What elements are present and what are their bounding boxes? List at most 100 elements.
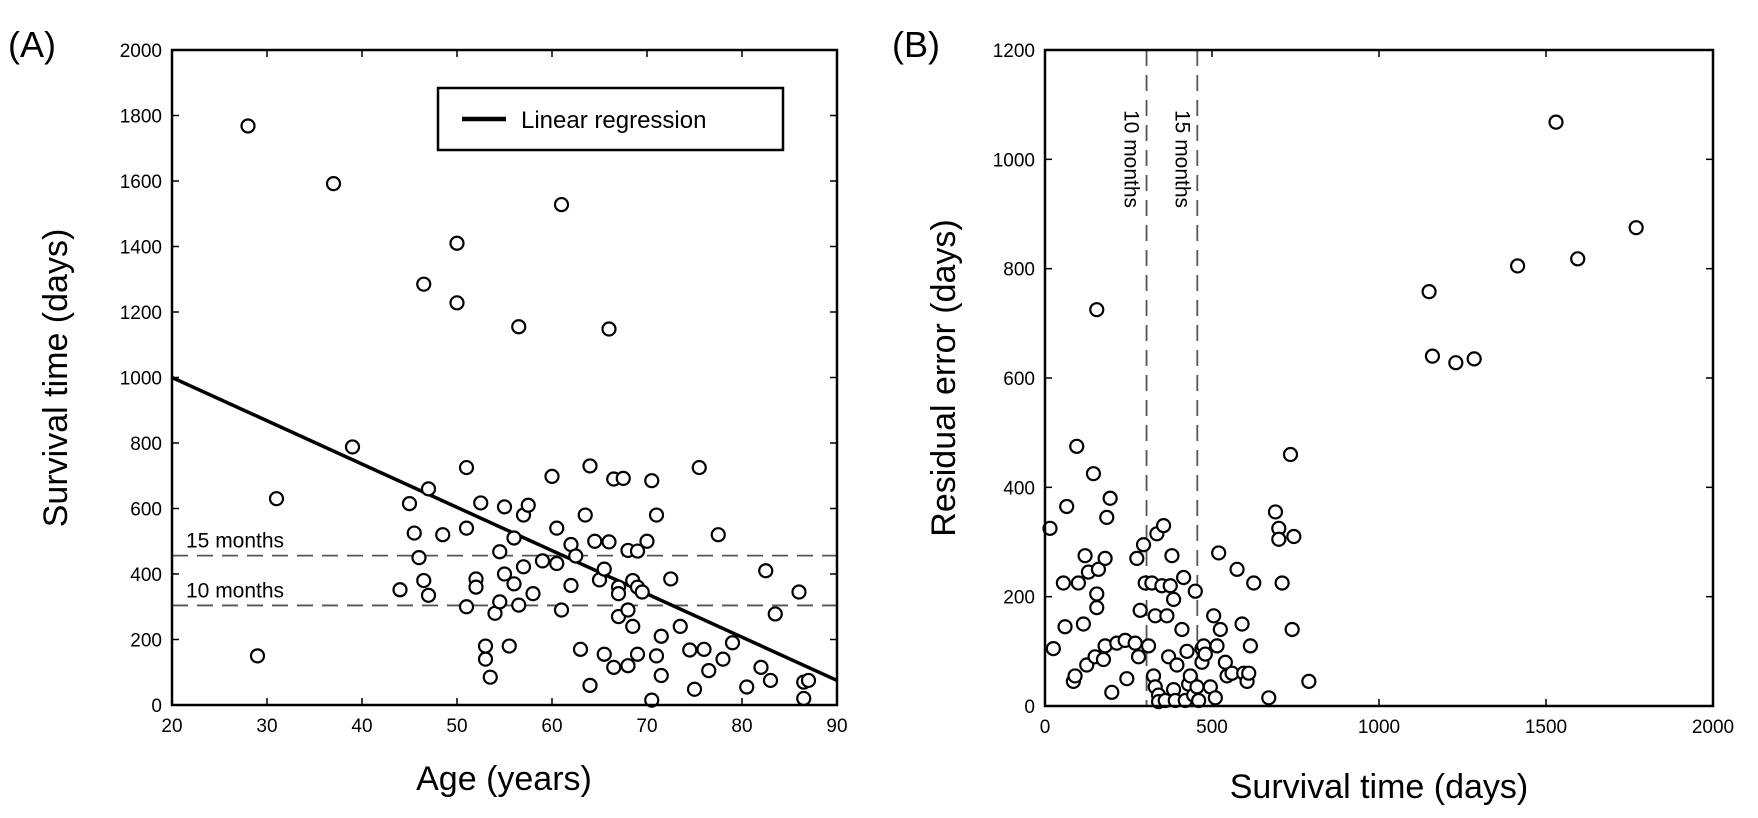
x-tick-label: 0	[1040, 717, 1051, 738]
scatter-point	[1206, 608, 1222, 624]
y-tick-label: 1000	[120, 369, 162, 390]
scatter-point	[1055, 575, 1071, 591]
y-tick-label: 1200	[993, 41, 1035, 62]
y-tick-label: 200	[1003, 588, 1035, 609]
scatter-point	[629, 646, 646, 662]
scatter-point	[1301, 673, 1317, 690]
scatter-point	[1042, 520, 1058, 536]
scatter-point	[416, 572, 432, 589]
scatter-point	[1261, 690, 1277, 706]
panel-a-y-axis-label: Survival time (days)	[37, 229, 75, 528]
scatter-point	[482, 669, 498, 685]
scatter-point	[1212, 621, 1228, 638]
scatter-point	[1267, 504, 1284, 520]
scatter-point	[1182, 668, 1198, 684]
scatter-point	[762, 672, 779, 689]
scatter-point	[601, 321, 617, 337]
scatter-point	[1159, 608, 1175, 624]
scatter-point	[682, 642, 698, 658]
panel-b-x-axis-label: Survival time (days)	[1230, 768, 1529, 806]
scatter-point	[511, 597, 527, 613]
panel-b-reference-lines: 10 months 15 months	[1120, 50, 1199, 706]
y-tick-label: 600	[1003, 369, 1035, 390]
x-tick-label: 1000	[1358, 717, 1400, 738]
x-tick-label: 30	[256, 716, 277, 737]
scatter-point	[435, 527, 451, 543]
scatter-point	[724, 635, 741, 651]
scatter-point	[515, 559, 532, 575]
scatter-point	[672, 618, 688, 635]
scatter-point	[639, 533, 655, 549]
panel-a-ticks: 20 30 40 50 60 70 80 90 0 200 400 600 800 1000 1200 140…	[120, 41, 848, 737]
scatter-point	[1077, 548, 1093, 564]
panel-a-points	[240, 118, 817, 708]
scatter-point	[1466, 351, 1482, 367]
scatter-point	[458, 459, 475, 476]
y-tick-label: 800	[130, 434, 162, 455]
scatter-point	[1127, 635, 1143, 651]
scatter-point	[644, 473, 660, 489]
scatter-point	[1129, 550, 1145, 567]
scatter-point	[1448, 355, 1464, 371]
scatter-point	[1089, 302, 1105, 318]
scatter-point	[525, 586, 541, 602]
x-tick-label: 60	[541, 716, 562, 737]
scatter-point	[1176, 569, 1192, 586]
scatter-point	[625, 618, 641, 635]
x-tick-label: 20	[161, 716, 182, 737]
scatter-point	[629, 543, 646, 559]
scatter-point	[534, 553, 551, 569]
scatter-point	[496, 566, 513, 582]
x-tick-label: 2000	[1692, 717, 1734, 738]
y-tick-label: 400	[1003, 478, 1035, 499]
scatter-point	[420, 481, 437, 497]
scatter-point	[1209, 638, 1225, 654]
scatter-point	[582, 458, 598, 474]
scatter-point	[477, 651, 494, 667]
scatter-point	[610, 586, 627, 602]
scatter-point	[634, 584, 650, 600]
scatter-point	[496, 499, 513, 515]
scatter-point	[1274, 575, 1290, 591]
y-tick-label: 1800	[120, 107, 162, 128]
scatter-point	[1162, 578, 1178, 594]
y-tick-label: 2000	[120, 41, 162, 62]
scatter-point	[1135, 537, 1152, 553]
scatter-point	[401, 495, 418, 512]
scatter-point	[1104, 684, 1120, 700]
panel-a-x-axis-label: Age (years)	[416, 760, 592, 798]
scatter-point	[1119, 671, 1135, 687]
scatter-point	[1089, 586, 1105, 602]
scatter-point	[1282, 446, 1299, 463]
scatter-point	[549, 555, 565, 572]
scatter-point	[344, 439, 361, 455]
panel-b: (B) 0 500 1000 1500 2000 0 200 400 600 800 1000 120…	[892, 24, 1734, 806]
scatter-point	[492, 544, 508, 560]
panel-b-points	[1042, 114, 1644, 710]
panel-b-ticks: 0 500 1000 1500 2000 0 200 400 600 800 1000 1200	[993, 41, 1734, 738]
scatter-point	[1211, 545, 1227, 561]
panel-a-label: (A)	[8, 24, 56, 65]
scatter-point	[249, 648, 266, 664]
scatter-point	[701, 663, 717, 679]
scatter-point	[653, 667, 669, 684]
y-tick-label: 1000	[993, 150, 1035, 171]
scatter-point	[1548, 114, 1564, 130]
scatter-point	[268, 491, 285, 507]
scatter-point	[739, 679, 755, 695]
y-tick-label: 0	[151, 696, 162, 717]
scatter-point	[1286, 528, 1302, 545]
panel-a: (A) 20 30 40 50 60 70 80 90 0 200 400 600 800 1000 120…	[8, 24, 848, 798]
scatter-point	[325, 176, 342, 192]
scatter-point	[1155, 517, 1172, 534]
x-tick-label: 90	[826, 716, 847, 737]
scatter-point	[1132, 602, 1148, 618]
y-tick-label: 1200	[120, 303, 162, 324]
reference-line-label: 10 months	[186, 579, 284, 602]
scatter-point	[1271, 531, 1287, 547]
scatter-point	[1097, 550, 1113, 567]
scatter-point	[587, 533, 603, 549]
scatter-point	[620, 602, 636, 618]
scatter-point	[596, 646, 612, 662]
scatter-point	[686, 681, 703, 697]
